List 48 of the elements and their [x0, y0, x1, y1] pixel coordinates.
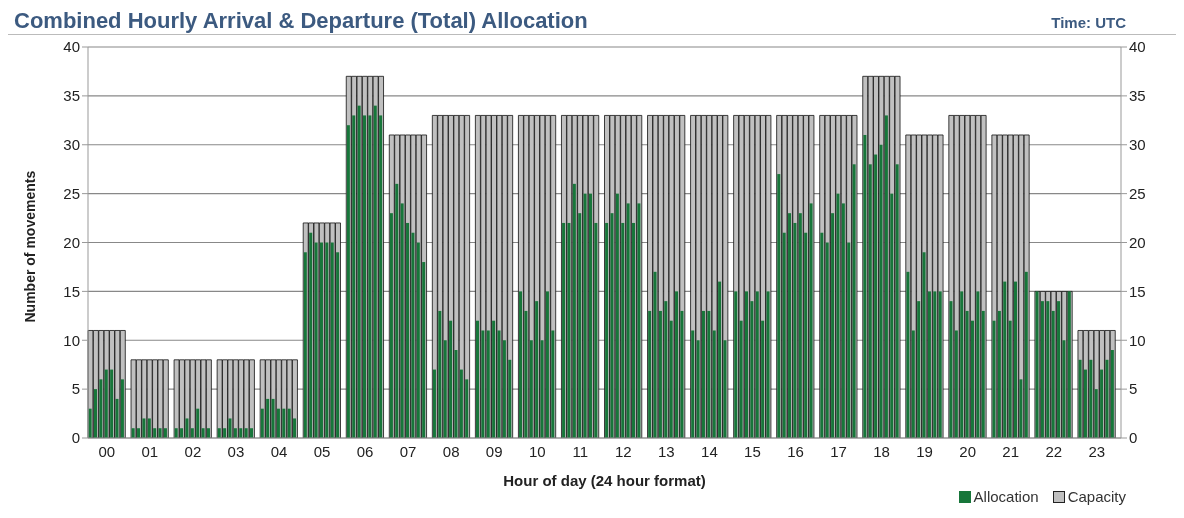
x-tick-label: 22: [1045, 442, 1063, 460]
y2-tick-label: 25: [1129, 184, 1146, 202]
legend-label: Capacity: [1066, 488, 1126, 505]
y2-tick-label: 10: [1129, 331, 1146, 349]
y-tick-label: 10: [63, 331, 80, 349]
x-tick-label: 23: [1088, 442, 1106, 460]
x-tick-label: 17: [830, 442, 847, 460]
x-tick-label: 06: [356, 442, 374, 460]
legend-label: Allocation: [972, 488, 1039, 505]
x-tick-label: 00: [98, 442, 116, 460]
y2-tick-label: 15: [1129, 282, 1146, 300]
chart-title: Combined Hourly Arrival & Departure (Total) Allocation: [14, 8, 588, 34]
y-axis-title: Number of movements: [21, 170, 38, 323]
x-tick-label: 13: [658, 442, 675, 460]
x-tick-label: 10: [528, 442, 546, 460]
x-tick-label: 14: [701, 442, 718, 460]
y-tick-label: 25: [63, 184, 80, 202]
x-tick-label: 07: [399, 442, 417, 460]
y-tick-label: 15: [63, 282, 80, 300]
y2-tick-label: 5: [1129, 380, 1138, 398]
y2-tick-label: 30: [1129, 136, 1146, 154]
y-tick-label: 0: [71, 429, 80, 447]
x-tick-label: 18: [873, 442, 890, 460]
x-tick-label: 04: [270, 442, 288, 460]
x-tick-label: 03: [227, 442, 245, 460]
x-axis-title: Hour of day (24 hour format): [503, 472, 706, 489]
x-tick-label: 02: [184, 442, 202, 460]
x-tick-label: 12: [614, 442, 632, 460]
y2-tick-label: 0: [1129, 429, 1138, 447]
x-tick-label: 20: [959, 442, 977, 460]
x-tick-label: 21: [1002, 442, 1020, 460]
y-tick-label: 40: [63, 38, 80, 56]
x-tick-label: 01: [141, 442, 159, 460]
x-tick-label: 05: [313, 442, 331, 460]
x-tick-label: 15: [744, 442, 761, 460]
x-tick-label: 08: [442, 442, 460, 460]
y-tick-label: 5: [71, 380, 80, 398]
x-tick-label: 16: [787, 442, 804, 460]
x-tick-label: 11: [572, 442, 589, 460]
y2-tick-label: 20: [1129, 233, 1146, 251]
x-tick-label: 09: [485, 442, 503, 460]
x-tick-label: 19: [916, 442, 933, 460]
y2-tick-label: 35: [1129, 87, 1146, 105]
chart-subtitle: Time: UTC: [1051, 14, 1126, 31]
y2-tick-label: 40: [1129, 38, 1146, 56]
y-tick-label: 30: [63, 136, 80, 154]
y-tick-label: 35: [63, 87, 80, 105]
y-tick-label: 20: [63, 233, 80, 251]
